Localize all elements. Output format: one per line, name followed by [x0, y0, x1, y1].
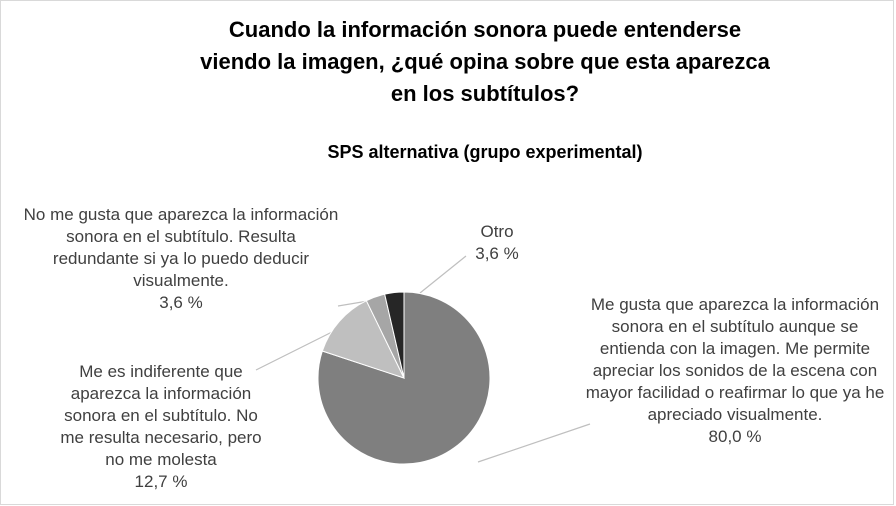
data-label: Me es indiferente que aparezca la inform… [52, 361, 270, 493]
leader-line [419, 255, 467, 294]
pie-slice [321, 299, 405, 379]
value-label: 3,6 % [475, 244, 519, 263]
value-label: 3,6 % [159, 293, 203, 312]
data-label: No me gusta que aparezca la información … [22, 204, 340, 314]
category-label: No me gusta que aparezca la información … [23, 205, 339, 290]
leader-line [477, 423, 591, 463]
chart-subtitle: SPS alternativa (grupo experimental) [327, 142, 643, 162]
value-label: 12,7 % [134, 472, 188, 491]
category-label: Otro [480, 222, 514, 241]
chart-title: Cuando la información sonora puede enten… [200, 17, 770, 106]
value-label: 80,0 % [708, 427, 762, 446]
leader-line [255, 329, 337, 371]
data-label: Me gusta que aparezca la información son… [578, 294, 892, 448]
category-label: Me gusta que aparezca la información son… [585, 295, 885, 424]
data-label: Otro 3,6 % [447, 221, 547, 265]
pie-slice [384, 291, 405, 379]
category-label: Me es indiferente que aparezca la inform… [60, 362, 262, 469]
